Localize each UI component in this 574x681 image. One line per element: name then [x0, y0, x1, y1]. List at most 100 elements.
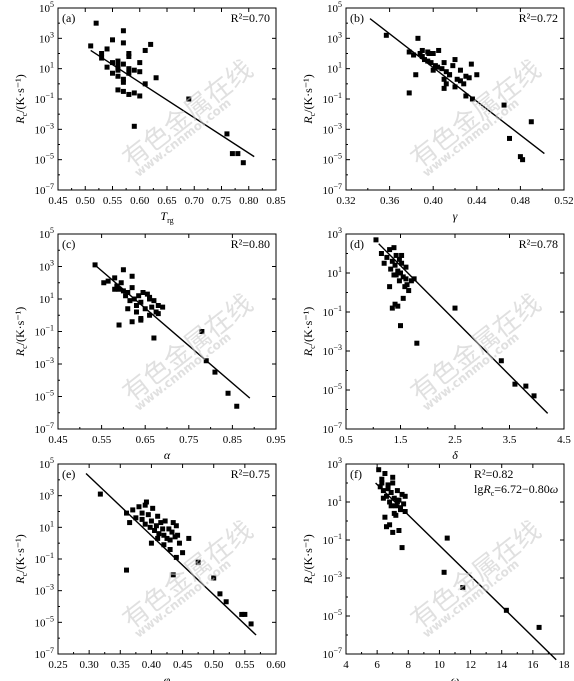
panel-label: (f) — [350, 467, 362, 481]
data-point — [385, 486, 391, 492]
data-point — [125, 290, 131, 295]
data-point — [131, 296, 137, 302]
y-tick-label: 10−5 — [34, 614, 54, 629]
data-point — [199, 329, 205, 334]
x-tick-label: 0.60 — [266, 659, 286, 671]
data-point — [517, 154, 523, 160]
data-point — [155, 513, 161, 519]
data-point — [124, 567, 130, 573]
data-point — [411, 276, 417, 282]
y-tick-label: 105 — [327, 0, 342, 15]
data-point — [118, 280, 124, 286]
data-point — [392, 301, 398, 307]
data-point — [400, 295, 406, 301]
data-point — [125, 306, 131, 312]
x-tick-label: 0.95 — [266, 434, 286, 446]
data-point — [167, 537, 173, 543]
y-tick-label: 10−5 — [34, 389, 54, 404]
data-point — [398, 505, 403, 511]
y-tick-label: 10−7 — [34, 646, 54, 661]
data-point — [379, 480, 385, 486]
data-point — [156, 531, 162, 537]
data-point — [169, 529, 175, 535]
x-tick-label: 10 — [434, 659, 446, 671]
y-tick-label: 10−1 — [34, 551, 54, 566]
data-point — [166, 526, 172, 532]
y-tick-label: 10−1 — [322, 304, 342, 319]
y-axis-title: Rc/(K·s⁻¹) — [13, 74, 29, 125]
data-point — [99, 51, 105, 56]
y-tick-label: 103 — [327, 456, 342, 471]
data-point — [501, 102, 507, 108]
data-point — [110, 60, 115, 66]
data-point — [399, 491, 405, 497]
data-point — [390, 480, 396, 486]
data-point — [139, 516, 145, 522]
data-point — [452, 84, 458, 90]
data-point — [142, 521, 148, 527]
data-point — [404, 282, 410, 288]
y-tick-label: 101 — [39, 61, 54, 76]
data-point — [161, 542, 167, 548]
data-point — [512, 381, 518, 387]
y-tick-label: 10−7 — [322, 646, 342, 661]
x-tick-label: 0.44 — [467, 195, 487, 207]
data-point — [145, 512, 151, 518]
x-tick-label: 0.50 — [204, 659, 224, 671]
x-tick-label: 0.36 — [380, 195, 400, 207]
y-tick-label: 10−1 — [322, 532, 342, 547]
data-point — [463, 73, 469, 79]
data-point — [105, 278, 111, 284]
y-tick-label: 10−7 — [34, 421, 54, 436]
data-point — [229, 151, 235, 157]
x-tick-label: 0.80 — [239, 195, 259, 207]
data-point — [457, 67, 463, 73]
data-point — [148, 41, 154, 47]
data-point — [224, 131, 230, 137]
data-point — [115, 58, 121, 64]
r-squared-label: R²=0.72 — [519, 11, 558, 25]
x-tick-label: 0.40 — [424, 195, 444, 207]
data-point — [137, 69, 143, 75]
y-tick-label: 10−7 — [34, 182, 54, 197]
data-point — [393, 503, 399, 509]
data-point — [401, 501, 407, 507]
data-point — [441, 85, 447, 91]
data-point — [120, 28, 126, 34]
x-tick-label: 0.60 — [130, 195, 150, 207]
y-tick-label: 101 — [39, 519, 54, 534]
x-tick-label: 0.25 — [48, 659, 68, 671]
data-point — [381, 260, 387, 266]
data-point — [151, 335, 157, 341]
data-point — [186, 96, 192, 102]
data-point — [507, 135, 512, 141]
data-point — [143, 499, 149, 505]
data-point — [140, 290, 146, 295]
data-point — [388, 490, 394, 495]
data-point — [120, 76, 126, 82]
data-point — [126, 54, 132, 60]
data-point — [101, 280, 107, 286]
data-point — [426, 51, 432, 56]
data-point — [116, 286, 122, 292]
data-point — [148, 540, 154, 546]
data-point — [528, 119, 534, 125]
data-point — [383, 493, 389, 499]
data-point — [393, 272, 399, 278]
y-tick-label: 10−5 — [322, 152, 342, 167]
data-point — [175, 532, 181, 538]
y-tick-label: 10−3 — [34, 121, 54, 136]
data-point — [443, 69, 449, 75]
data-point — [155, 303, 161, 308]
data-point — [460, 585, 466, 590]
data-point — [447, 72, 453, 78]
data-point — [133, 309, 139, 315]
data-point — [130, 507, 136, 513]
data-point — [138, 317, 144, 323]
y-tick-label: 10−3 — [322, 343, 342, 358]
fit-line — [85, 472, 257, 636]
data-point — [127, 298, 133, 304]
data-point — [435, 64, 441, 70]
data-point — [126, 51, 132, 56]
